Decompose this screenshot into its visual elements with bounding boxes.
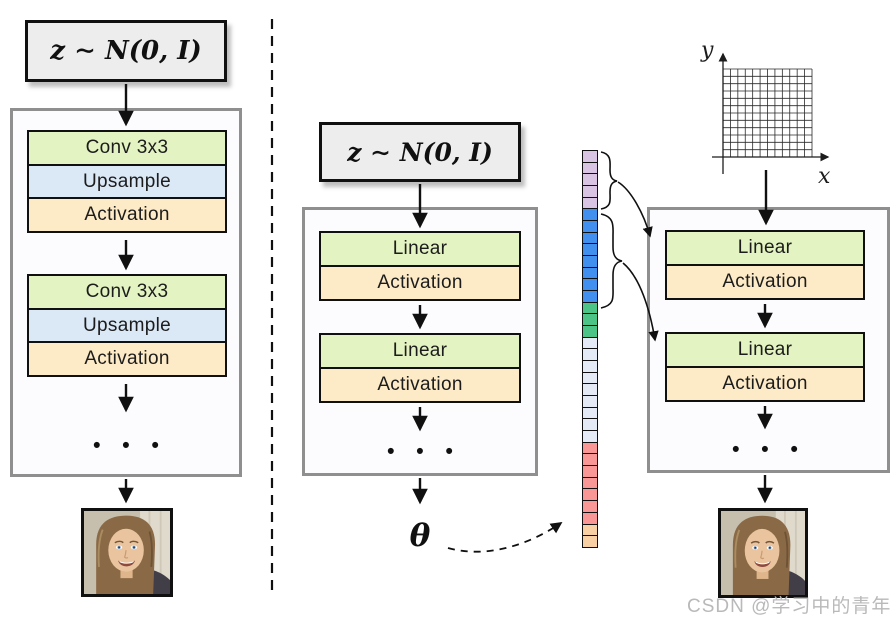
face-illustration <box>84 511 170 594</box>
theta-to-vector-arrow <box>447 522 563 553</box>
param-cell-green <box>583 313 597 326</box>
param-cell-blue <box>583 208 597 221</box>
conv-stack-2: Conv 3x3 Upsample Activation <box>27 274 227 377</box>
layer-linear: Linear <box>665 332 865 368</box>
ellipsis-dots: • • • <box>93 434 159 457</box>
param-cell-pink <box>583 511 597 524</box>
param-cell-pink <box>583 476 597 489</box>
latent-box-middle: z ∼ N(0, I) <box>319 122 521 182</box>
theta-parameters-label: θ <box>409 518 431 554</box>
brace-group-2 <box>600 213 623 309</box>
param-cell-green <box>583 301 597 314</box>
face-illustration <box>721 511 805 595</box>
layer-activation: Activation <box>665 263 865 300</box>
param-cell-blue <box>583 255 597 267</box>
brace-group-1 <box>600 151 618 210</box>
param-cell-pale <box>583 348 597 361</box>
param-cell-peach <box>583 523 597 536</box>
param-cell-pink <box>583 488 597 501</box>
param-cell-blue <box>583 220 597 232</box>
coord-stack-1: Linear Activation <box>665 230 865 300</box>
generated-face-image <box>81 508 173 597</box>
param-cell-purple <box>583 173 597 186</box>
hyper-stack-1: Linear Activation <box>319 231 521 301</box>
layer-linear: Linear <box>319 231 521 267</box>
coordinate-grid: y x <box>700 38 831 189</box>
ellipsis-dots: • • • <box>732 438 798 461</box>
param-cell-purple <box>583 151 597 162</box>
grid-lines <box>722 68 813 158</box>
param-cell-pale <box>583 383 597 396</box>
generated-face-image <box>718 508 808 598</box>
ellipsis-dots: • • • <box>387 440 453 463</box>
layer-conv: Conv 3x3 <box>27 130 227 166</box>
param-cell-blue <box>583 231 597 244</box>
param-cell-pink <box>583 500 597 512</box>
layer-activation: Activation <box>319 366 521 403</box>
csdn-watermark: CSDN @学习中的青年 <box>687 596 892 617</box>
layer-activation: Activation <box>665 365 865 402</box>
layer-conv: Conv 3x3 <box>27 274 227 310</box>
layer-upsample: Upsample <box>27 163 227 200</box>
param-cell-blue <box>583 278 597 291</box>
param-cell-blue <box>583 290 597 302</box>
param-cell-purple <box>583 185 597 197</box>
layer-upsample: Upsample <box>27 307 227 344</box>
layer-activation: Activation <box>27 341 227 377</box>
layer-activation: Activation <box>319 264 521 301</box>
param-cell-pale <box>583 418 597 431</box>
param-cell-pink <box>583 453 597 466</box>
param-cell-green <box>583 325 597 337</box>
x-axis-label: x <box>818 164 831 189</box>
param-cell-pink <box>583 465 597 477</box>
y-axis-label: y <box>700 38 714 63</box>
param-cell-blue <box>583 266 597 279</box>
param-cell-pale <box>583 430 597 442</box>
param-cell-pink <box>583 441 597 454</box>
param-cell-pale <box>583 336 597 349</box>
param-cell-purple <box>583 161 597 174</box>
coord-stack-2: Linear Activation <box>665 332 865 402</box>
hyper-stack-2: Linear Activation <box>319 333 521 403</box>
param-cell-pale <box>583 395 597 407</box>
layer-linear: Linear <box>319 333 521 369</box>
param-cell-pale <box>583 371 597 384</box>
param-cell-peach <box>583 535 597 547</box>
param-cell-pale <box>583 360 597 372</box>
parameter-vector <box>582 150 598 548</box>
latent-box-left: z ∼ N(0, I) <box>25 20 227 82</box>
param-cell-purple <box>583 196 597 209</box>
vector-to-linear1-arrow <box>617 181 653 238</box>
param-cell-blue <box>583 243 597 256</box>
layer-linear: Linear <box>665 230 865 266</box>
layer-activation: Activation <box>27 197 227 233</box>
param-cell-pale <box>583 406 597 419</box>
conv-stack-1: Conv 3x3 Upsample Activation <box>27 130 227 233</box>
